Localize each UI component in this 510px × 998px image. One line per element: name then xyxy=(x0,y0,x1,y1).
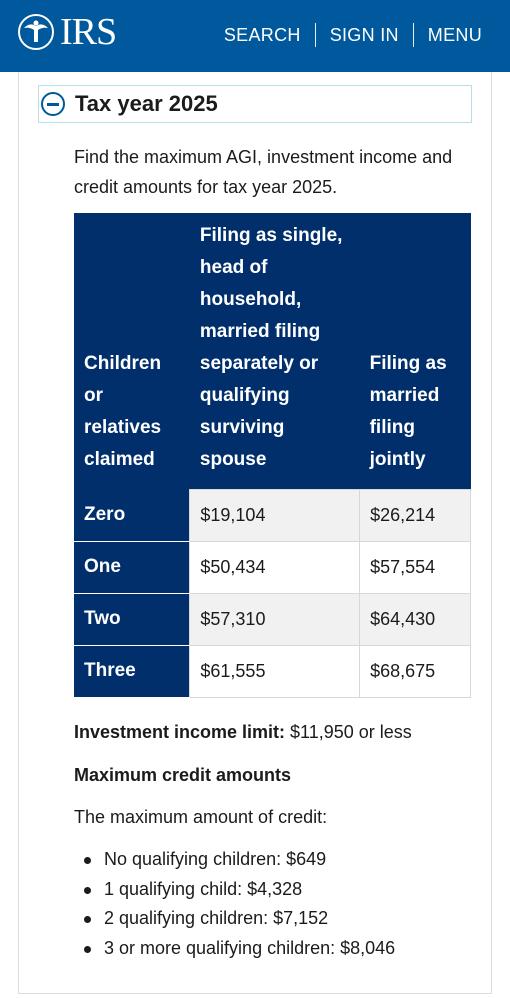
list-item: 1 qualifying child: $4,328 xyxy=(74,875,395,905)
search-link[interactable]: SEARCH xyxy=(223,25,301,45)
row-label: Zero xyxy=(74,489,190,542)
row-label: Two xyxy=(74,593,190,646)
investment-label: Investment income limit: xyxy=(74,722,286,742)
table-row: Three $61,555 $68,675 xyxy=(74,644,471,698)
table-row: Zero $19,104 $26,214 xyxy=(74,488,471,542)
cell-single: $19,104 xyxy=(189,488,361,542)
row-label: Three xyxy=(74,645,190,698)
menu-link[interactable]: MENU xyxy=(427,25,482,45)
minus-circle-icon xyxy=(41,92,65,116)
nav-divider xyxy=(412,23,414,47)
investment-value: $11,950 or less xyxy=(285,722,412,742)
cell-single: $50,434 xyxy=(189,540,361,594)
sign-in-link[interactable]: SIGN IN xyxy=(329,25,399,45)
cell-joint: $68,675 xyxy=(359,644,471,698)
irs-logo[interactable]: IRS xyxy=(16,11,117,53)
max-credit-list: No qualifying children: $649 1 qualifyin… xyxy=(74,845,395,963)
table-row: Two $57,310 $64,430 xyxy=(74,592,471,646)
cell-single: $61,555 xyxy=(189,644,361,698)
list-item: 3 or more qualifying children: $8,046 xyxy=(74,934,395,964)
column-header-single: Filing as single, head of household, mar… xyxy=(189,213,360,489)
cell-joint: $26,214 xyxy=(359,488,471,542)
cell-joint: $64,430 xyxy=(359,592,471,646)
investment-income-limit: Investment income limit: $11,950 or less xyxy=(74,718,412,746)
accordion-title: Tax year 2025 xyxy=(75,91,218,116)
cell-joint: $57,554 xyxy=(359,540,471,594)
site-header: IRS SEARCH SIGN IN MENU xyxy=(0,0,510,72)
table-row: One $50,434 $57,554 xyxy=(74,540,471,594)
eagle-icon xyxy=(18,14,54,50)
list-item: No qualifying children: $649 xyxy=(74,845,395,875)
column-header-children: Children or relatives claimed xyxy=(74,213,190,489)
column-header-joint: Filing as married filing jointly xyxy=(359,213,471,489)
max-credit-heading: Maximum credit amounts xyxy=(74,765,292,785)
max-credit-text: The maximum amount of credit: xyxy=(74,807,328,827)
content-panel xyxy=(18,72,492,994)
agi-limits-table: Children or relatives claimed Filing as … xyxy=(74,213,471,698)
top-nav: SEARCH SIGN IN MENU xyxy=(210,20,496,50)
intro-text: Find the maximum AGI, investment income … xyxy=(74,147,453,197)
row-label: One xyxy=(74,541,190,594)
table-header-row: Children or relatives claimed Filing as … xyxy=(74,213,471,489)
list-item: 2 qualifying children: $7,152 xyxy=(74,904,395,934)
nav-divider xyxy=(314,23,316,47)
cell-single: $57,310 xyxy=(189,592,361,646)
accordion-toggle-tax-year-2025[interactable]: Tax year 2025 xyxy=(38,85,472,123)
logo-wordmark: IRS xyxy=(60,11,117,53)
